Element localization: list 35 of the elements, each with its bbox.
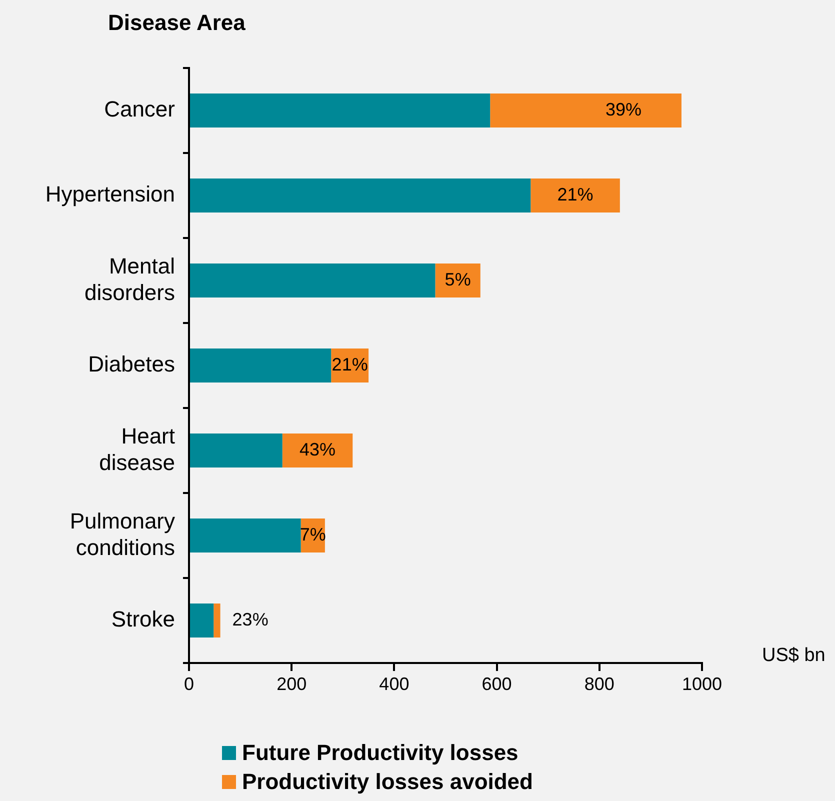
annotation: 21% xyxy=(332,354,368,374)
bar xyxy=(435,264,480,298)
y-tick-label: Heart disease xyxy=(99,423,175,475)
chart-title: Disease Area xyxy=(108,10,246,36)
bar xyxy=(490,94,682,128)
y-tick-label: Cancer xyxy=(104,96,175,122)
bar xyxy=(190,178,531,212)
annotation: 39% xyxy=(605,99,642,120)
y-tick-label: Pulmonary conditions xyxy=(70,508,175,560)
x-axis-title: US$ bn xyxy=(762,645,826,667)
x-tick-label: 1000 xyxy=(682,674,722,694)
y-tick-label: Stroke xyxy=(111,606,175,632)
x-tick-label: 0 xyxy=(184,674,194,694)
legend-label: Productivity losses avoided xyxy=(242,768,533,796)
bar xyxy=(190,434,282,468)
bar xyxy=(190,604,214,638)
bar xyxy=(190,348,332,382)
bar xyxy=(190,94,490,128)
bar xyxy=(282,434,353,468)
y-tick-label: Hypertension xyxy=(45,182,175,207)
annotation: 23% xyxy=(232,609,268,630)
y-tick-label: Diabetes xyxy=(88,352,175,377)
x-tick-label: 600 xyxy=(482,674,512,694)
x-tick-label: 800 xyxy=(584,674,614,694)
y-tick-label: Mental disorders xyxy=(84,253,175,305)
annotation: 21% xyxy=(557,184,594,204)
bar xyxy=(530,178,620,212)
legend-label: Future Productivity losses xyxy=(242,739,518,767)
annotation: 43% xyxy=(299,439,336,460)
bar xyxy=(214,604,220,638)
annotation: 5% xyxy=(444,269,471,290)
bar xyxy=(190,264,436,298)
x-tick-label: 400 xyxy=(379,674,410,694)
x-tick-label: 200 xyxy=(276,674,307,694)
bar xyxy=(190,518,301,552)
